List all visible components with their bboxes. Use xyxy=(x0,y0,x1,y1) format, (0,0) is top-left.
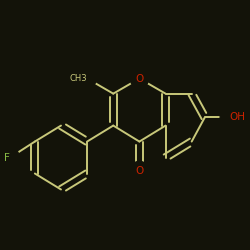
Circle shape xyxy=(130,161,149,180)
Text: OH: OH xyxy=(230,112,246,122)
Text: CH3: CH3 xyxy=(70,74,87,83)
Text: O: O xyxy=(135,74,143,84)
Circle shape xyxy=(220,108,239,127)
Circle shape xyxy=(78,69,96,88)
Circle shape xyxy=(1,148,20,167)
Text: O: O xyxy=(135,166,143,175)
Circle shape xyxy=(130,69,149,88)
Text: F: F xyxy=(4,152,10,162)
